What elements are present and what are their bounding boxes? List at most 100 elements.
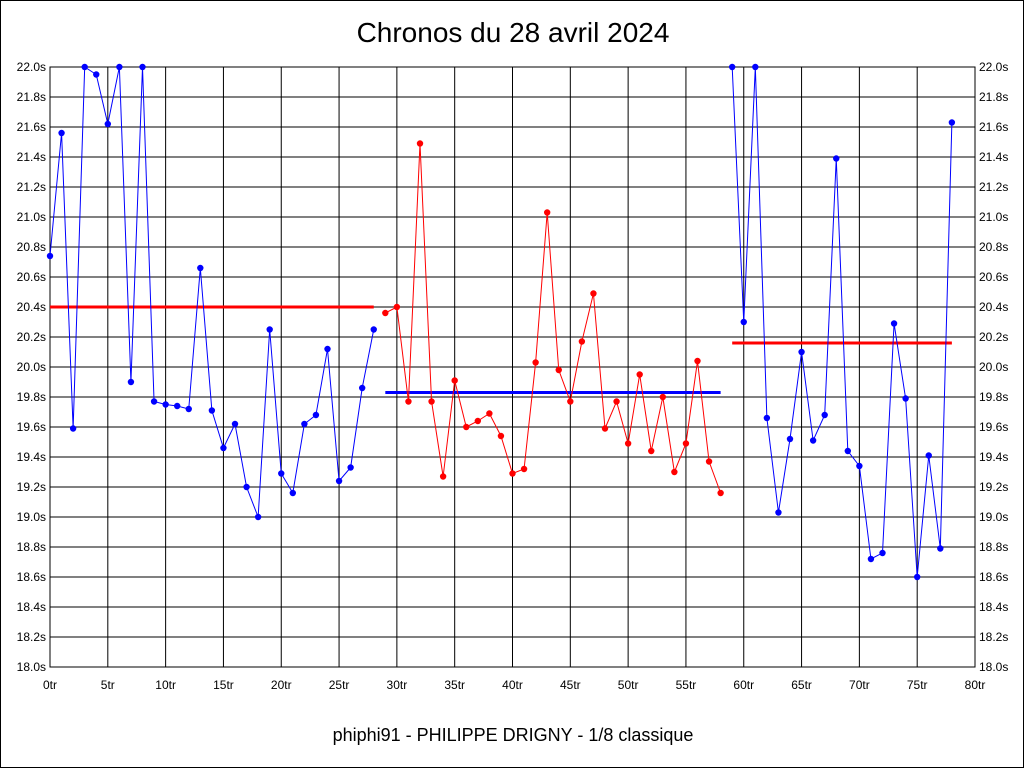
plot-frame bbox=[49, 66, 976, 668]
y-tick-label-left: 22.0s bbox=[17, 60, 46, 74]
y-tick-label-left: 21.4s bbox=[17, 150, 46, 164]
data-point bbox=[439, 473, 447, 480]
data-point bbox=[682, 440, 690, 447]
data-point bbox=[694, 357, 701, 365]
y-tick-label-left: 18.0s bbox=[17, 660, 46, 674]
data-point bbox=[370, 326, 377, 333]
data-point bbox=[613, 398, 620, 405]
y-tick-label-right: 18.8s bbox=[979, 540, 1008, 554]
y-tick-label-right: 19.2s bbox=[979, 480, 1008, 494]
data-point bbox=[104, 120, 112, 128]
data-point bbox=[879, 549, 886, 557]
data-point bbox=[948, 119, 956, 126]
y-tick-label-left: 21.6s bbox=[17, 120, 46, 134]
data-point bbox=[197, 264, 204, 272]
data-point bbox=[162, 401, 169, 408]
y-tick-label-right: 20.4s bbox=[979, 300, 1008, 314]
y-tick-label-left: 21.2s bbox=[17, 180, 46, 194]
x-tick-label: 80tr bbox=[965, 678, 986, 692]
data-point bbox=[289, 489, 297, 497]
data-point bbox=[486, 410, 493, 417]
x-tick-label: 5tr bbox=[101, 678, 115, 692]
data-point bbox=[671, 468, 678, 476]
y-tick-label-right: 19.4s bbox=[979, 450, 1008, 464]
data-point bbox=[856, 462, 863, 470]
data-point bbox=[58, 129, 65, 137]
y-tick-label-left: 19.8s bbox=[17, 390, 46, 404]
data-point bbox=[393, 303, 401, 311]
data-point bbox=[428, 398, 435, 405]
data-point bbox=[775, 509, 782, 516]
x-tick-label: 15tr bbox=[213, 678, 234, 692]
data-point bbox=[705, 458, 713, 465]
y-tick-label-right: 18.0s bbox=[979, 660, 1008, 674]
x-tick-label: 55tr bbox=[676, 678, 697, 692]
y-tick-label-left: 21.0s bbox=[17, 210, 46, 224]
x-tick-label: 50tr bbox=[618, 678, 639, 692]
x-tick-label: 40tr bbox=[502, 678, 523, 692]
y-tick-label-right: 18.4s bbox=[979, 600, 1008, 614]
y-tick-label-right: 20.2s bbox=[979, 330, 1008, 344]
data-point bbox=[590, 290, 597, 297]
data-point bbox=[451, 377, 458, 384]
data-point bbox=[173, 402, 181, 410]
data-point bbox=[150, 398, 158, 405]
data-point bbox=[821, 411, 828, 419]
data-point bbox=[116, 63, 123, 71]
data-point bbox=[382, 309, 389, 317]
data-point bbox=[335, 477, 343, 485]
data-point bbox=[416, 140, 424, 147]
data-point bbox=[925, 452, 932, 459]
y-tick-label-right: 19.0s bbox=[979, 510, 1008, 524]
x-tick-label: 70tr bbox=[849, 678, 870, 692]
data-point bbox=[208, 407, 216, 414]
data-point bbox=[185, 405, 192, 413]
y-tick-label-right: 21.6s bbox=[979, 120, 1008, 134]
data-point bbox=[740, 318, 747, 326]
data-point bbox=[844, 447, 852, 455]
data-point bbox=[69, 425, 77, 432]
data-point bbox=[139, 63, 146, 71]
x-tick-label: 60tr bbox=[733, 678, 754, 692]
data-point bbox=[717, 489, 724, 497]
data-point bbox=[867, 555, 875, 563]
data-point bbox=[127, 378, 135, 386]
data-point bbox=[532, 359, 539, 366]
y-tick-label-right: 20.8s bbox=[979, 240, 1008, 254]
data-point bbox=[798, 348, 805, 356]
data-point bbox=[763, 414, 771, 422]
data-point bbox=[937, 545, 944, 552]
data-point bbox=[81, 63, 88, 71]
data-point bbox=[463, 423, 470, 431]
data-point bbox=[358, 384, 366, 392]
chart-title: Chronos du 28 avril 2024 bbox=[356, 17, 670, 48]
y-tick-label-right: 21.0s bbox=[979, 210, 1008, 224]
y-tick-label-left: 20.0s bbox=[17, 360, 46, 374]
data-point bbox=[601, 425, 609, 432]
y-tick-label-left: 18.4s bbox=[17, 600, 46, 614]
data-point bbox=[220, 444, 227, 452]
data-point bbox=[786, 435, 794, 443]
data-point bbox=[266, 326, 273, 333]
x-tick-label: 20tr bbox=[271, 678, 292, 692]
x-tick-label: 45tr bbox=[560, 678, 581, 692]
y-tick-label-left: 18.8s bbox=[17, 540, 46, 554]
y-tick-label-right: 19.8s bbox=[979, 390, 1008, 404]
y-tick-label-left: 21.8s bbox=[17, 90, 46, 104]
y-tick-label-left: 19.4s bbox=[17, 450, 46, 464]
y-tick-label-right: 21.8s bbox=[979, 90, 1008, 104]
y-tick-label-right: 21.4s bbox=[979, 150, 1008, 164]
data-point bbox=[347, 464, 354, 471]
x-tick-label: 65tr bbox=[791, 678, 812, 692]
data-point bbox=[809, 437, 817, 444]
y-tick-label-left: 19.2s bbox=[17, 480, 46, 494]
y-tick-label-left: 20.8s bbox=[17, 240, 46, 254]
series-line bbox=[731, 66, 953, 578]
series-line bbox=[49, 66, 375, 518]
y-tick-label-left: 19.6s bbox=[17, 420, 46, 434]
y-tick-label-right: 18.2s bbox=[979, 630, 1008, 644]
x-tick-label: 0tr bbox=[43, 678, 57, 692]
data-point bbox=[324, 345, 331, 353]
